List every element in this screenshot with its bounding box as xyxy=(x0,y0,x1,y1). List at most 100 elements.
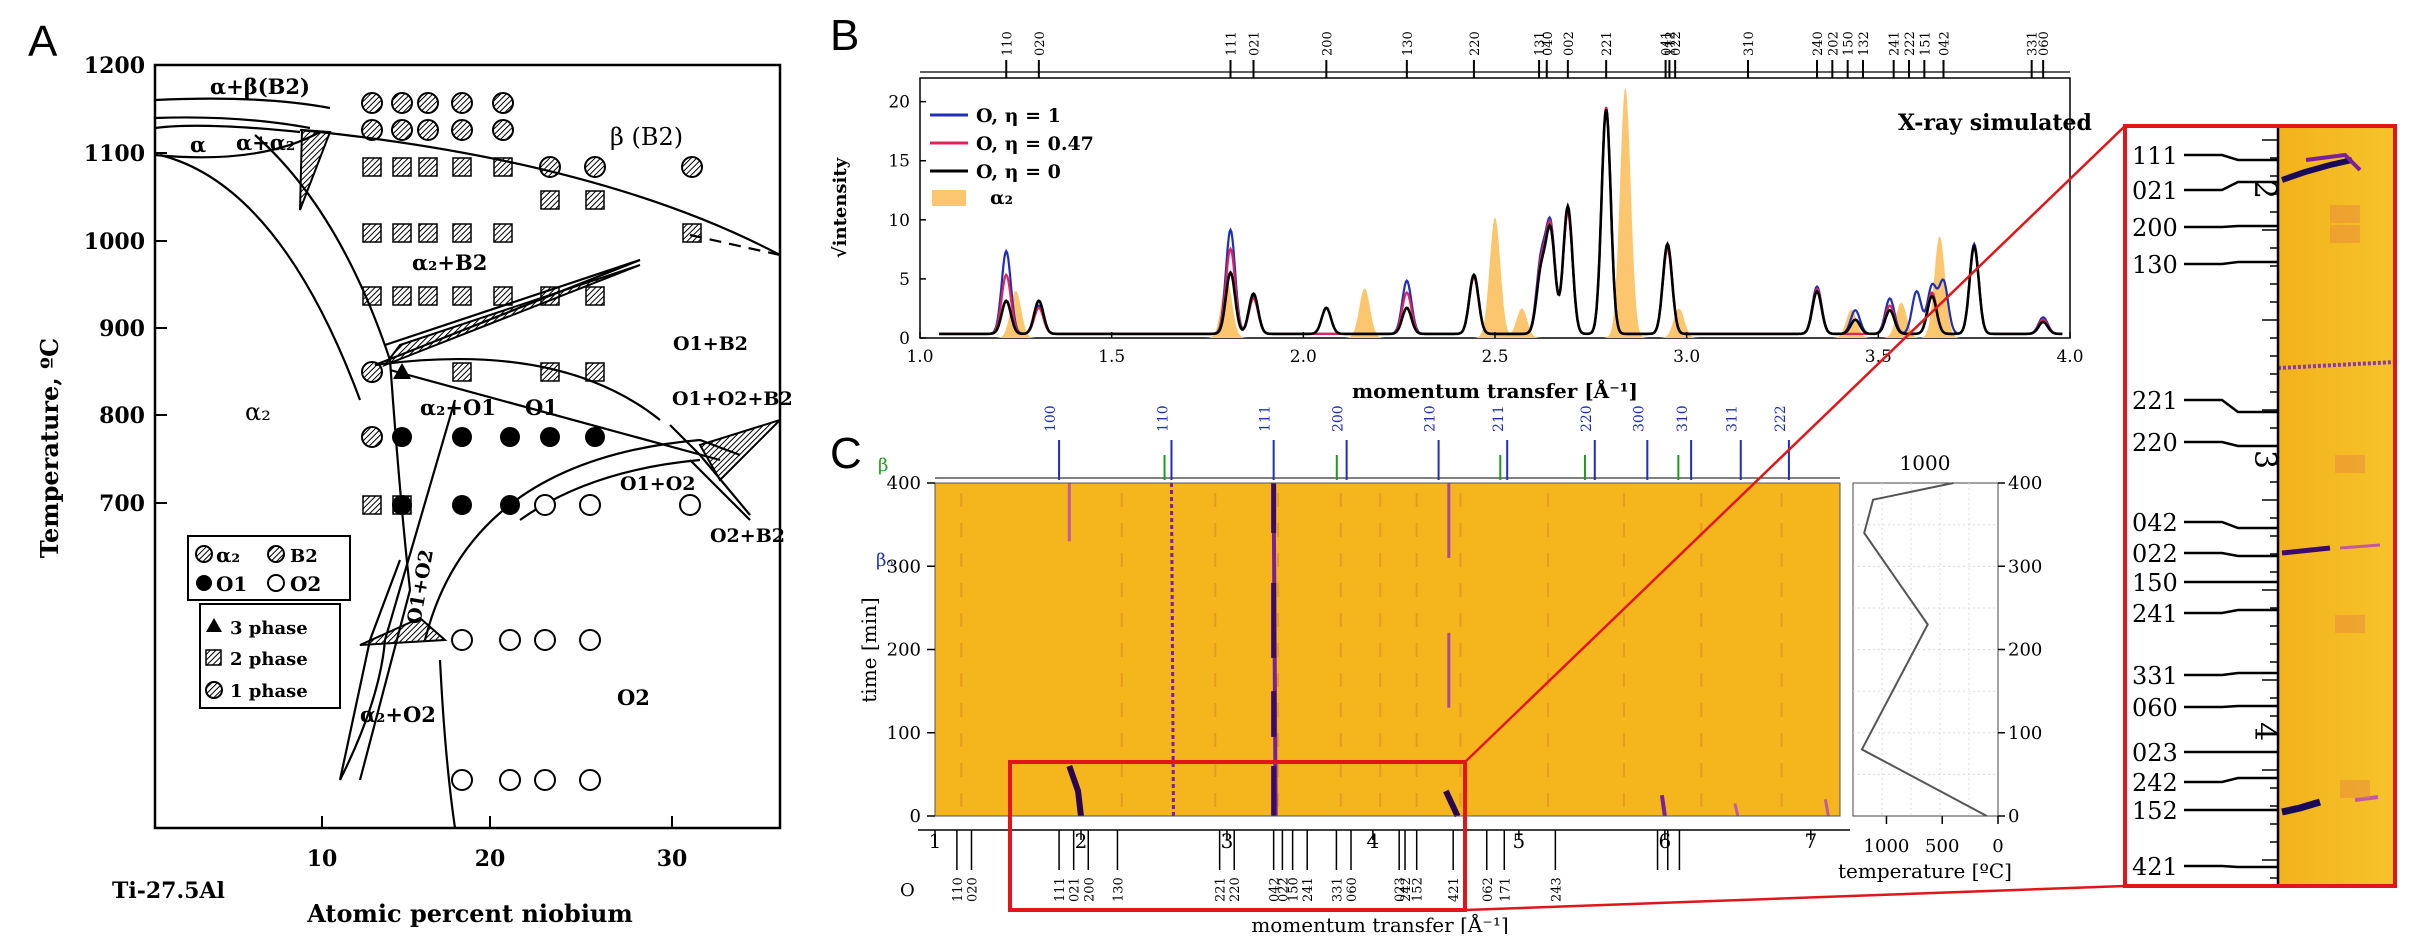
zoom-feature xyxy=(2277,360,2396,370)
zoom-hkl-label: 200 xyxy=(2132,214,2178,242)
zoom-leader xyxy=(2184,704,2278,709)
marker-o2 xyxy=(579,494,601,516)
label-a2: α₂ xyxy=(245,398,271,426)
temp-ytick-label: 400 xyxy=(2008,473,2042,494)
panel-letter-c: C xyxy=(830,429,862,478)
zoom-feature xyxy=(2335,455,2365,473)
zoom-leader xyxy=(2184,224,2278,229)
zoom-ruler-number: 3 xyxy=(2247,450,2282,469)
legend-two-phase: 2 phase xyxy=(230,649,308,670)
b-xtick-label: 2.5 xyxy=(1481,347,1508,367)
beta-label: β xyxy=(878,455,888,476)
marker-o1 xyxy=(452,495,472,515)
marker-two-phase xyxy=(418,157,438,177)
legend-alpha2: α₂ xyxy=(990,187,1013,209)
zoom-highlight-box xyxy=(1008,760,1467,912)
marker-two-phase xyxy=(452,223,472,243)
zoom-panel: 1110212001302212200420221502413310600232… xyxy=(2123,124,2397,888)
marker-o1 xyxy=(540,427,560,447)
label-o1-o2: O1+O2 xyxy=(620,473,695,495)
marker-o2 xyxy=(679,494,701,516)
series-alpha2 xyxy=(939,87,2063,338)
marker-two-phase xyxy=(392,286,412,306)
b-hkl-label: 112 xyxy=(1663,31,1678,56)
marker-three-phase xyxy=(393,363,411,379)
zoom-feature xyxy=(2330,225,2360,243)
zoom-heatmap-strip xyxy=(2278,126,2395,886)
marker-two-phase xyxy=(392,157,412,177)
c-hkl-label: 022 xyxy=(1276,877,1291,902)
c-hkl-label: 062 xyxy=(1481,877,1496,902)
b-xtick-label: 4.0 xyxy=(2056,347,2083,367)
zoom-feature xyxy=(2281,798,2322,816)
b-hkl-label: 310 xyxy=(1742,31,1757,56)
legend-eta0: O, η = 0 xyxy=(976,161,1061,183)
legend-o2-marker xyxy=(267,574,285,592)
label-a2-b2: α₂+B2 xyxy=(412,250,487,275)
marker-o1 xyxy=(452,427,472,447)
c-ytick-label: 200 xyxy=(887,640,921,661)
marker-one-phase xyxy=(417,92,439,114)
legend-b2-marker xyxy=(267,545,285,563)
three-phase-region xyxy=(382,264,641,368)
b-ytick-label: 0 xyxy=(899,329,910,349)
marker-two-phase xyxy=(585,362,605,382)
marker-two-phase xyxy=(682,223,702,243)
three-phase-region xyxy=(299,128,332,211)
heatmap-line-152 xyxy=(1443,789,1461,818)
c-ytick-label: 400 xyxy=(887,473,921,494)
b-ytick-label: 15 xyxy=(888,152,910,172)
c-beta-o-label: 100 xyxy=(1043,405,1059,432)
zoom-leader xyxy=(2184,398,2278,414)
legend-a2-marker xyxy=(195,545,213,563)
marker-one-phase xyxy=(361,426,383,448)
heatmap-line-171 xyxy=(1733,803,1740,817)
c-beta-o-label: 222 xyxy=(1773,405,1789,432)
c-hkl-label: 130 xyxy=(1111,877,1126,902)
region-labels: α+β(B2) α α+α₂ β (B2) α₂+B2 α₂ α₂+O1 O1 … xyxy=(190,74,793,727)
label-o1: O1 xyxy=(525,395,558,420)
c-xtick-label: 6 xyxy=(1658,829,1671,853)
series-eta0 xyxy=(939,109,2063,336)
zoom-leader xyxy=(2184,180,2278,192)
c-ytick-label: 0 xyxy=(910,806,921,827)
c-xtick-label: 3 xyxy=(1221,829,1234,853)
zoom-connector-bottom xyxy=(1464,884,2126,912)
marker-two-phase xyxy=(540,286,560,306)
marker-one-phase xyxy=(492,92,514,114)
b-ytick-label: 20 xyxy=(888,93,910,113)
zoom-feature xyxy=(2330,205,2360,223)
b-ytick-label: 5 xyxy=(899,270,910,290)
c-hkl-label: 331 xyxy=(1330,877,1345,902)
b-hkl-label: 151 xyxy=(1918,31,1933,56)
marker-two-phase xyxy=(392,223,412,243)
marker-two-phase xyxy=(362,223,382,243)
zoom-feature xyxy=(2354,795,2379,802)
b-hkl-label: 240 xyxy=(1811,31,1826,56)
label-alpha: α xyxy=(190,132,206,157)
marker-two-phase xyxy=(585,190,605,210)
marker-one-phase xyxy=(492,119,514,141)
zoom-leader xyxy=(2184,153,2278,162)
b-hkl-label: 331 xyxy=(2026,31,2041,56)
three-phase-region xyxy=(359,616,448,646)
c-hkl-label: 243 xyxy=(1549,877,1564,902)
b-xtick-label: 3.0 xyxy=(1673,347,1700,367)
c-hkl-label: 060 xyxy=(1345,877,1360,902)
zoom-ruler-number: 2 xyxy=(2247,180,2282,199)
b-xtick-label: 1.0 xyxy=(906,347,933,367)
marker-two-phase xyxy=(452,286,472,306)
zoom-feature xyxy=(2281,157,2353,183)
zoom-feature xyxy=(2335,615,2365,633)
a-xtick-label: 10 xyxy=(307,846,338,872)
zoom-leader xyxy=(2184,864,2278,869)
b-hkl-label: 150 xyxy=(1842,31,1857,56)
zoom-feature xyxy=(2305,152,2362,172)
label-o1-o2-b2: O1+O2+B2 xyxy=(672,388,793,410)
b-hkl-label: 241 xyxy=(1888,31,1903,56)
b-hkl-label: 020 xyxy=(1033,31,1048,56)
heatmap-line-062 xyxy=(1659,794,1667,817)
zoom-hkl-label: 023 xyxy=(2132,739,2178,767)
